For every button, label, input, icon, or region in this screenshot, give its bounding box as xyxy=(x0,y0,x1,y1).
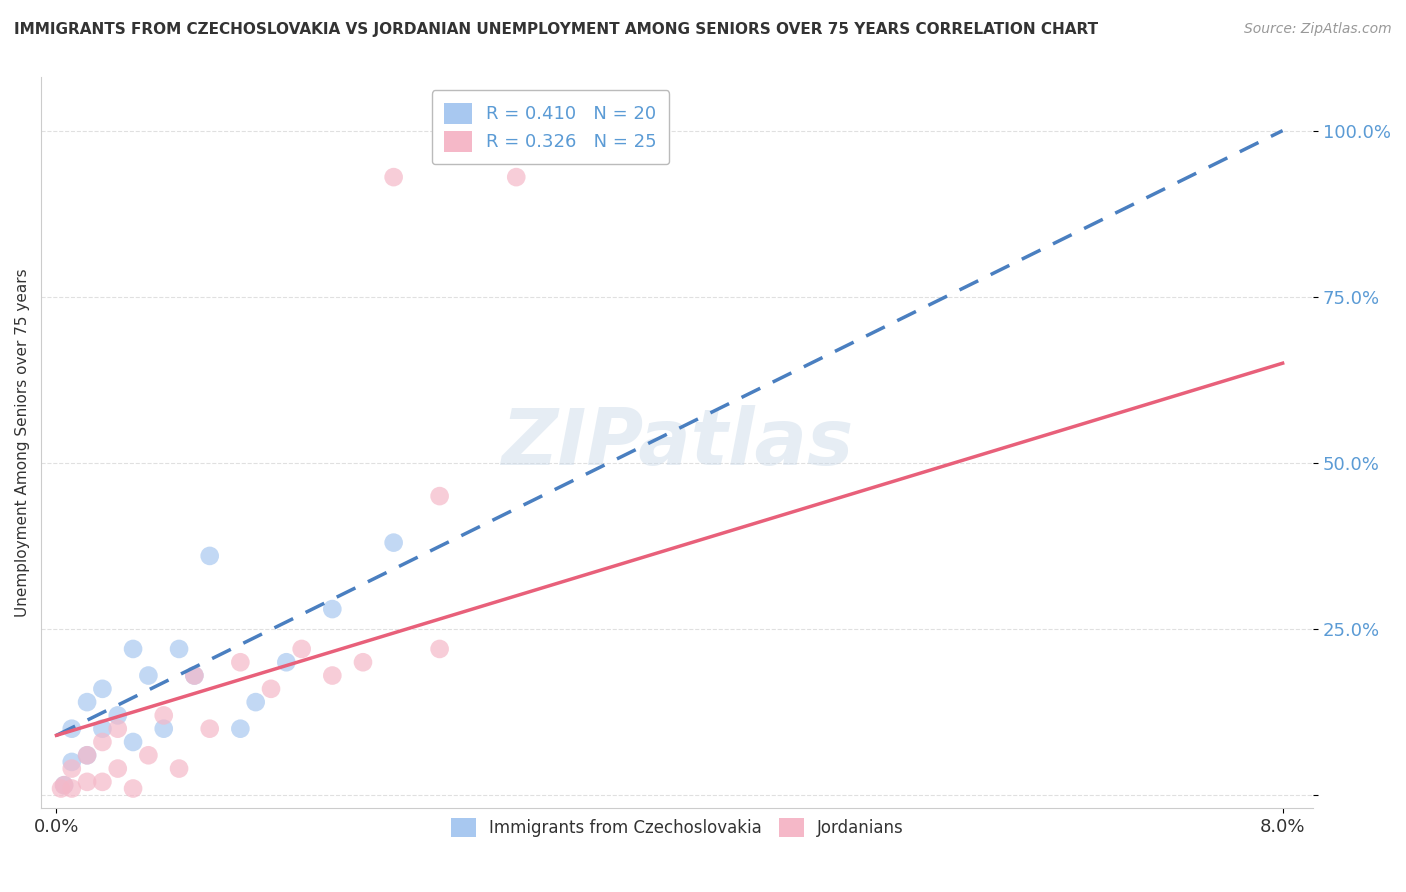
Point xyxy=(429,489,451,503)
Point xyxy=(352,655,374,669)
Point xyxy=(245,695,267,709)
Text: Source: ZipAtlas.com: Source: ZipAtlas.com xyxy=(1244,22,1392,37)
Point xyxy=(91,681,114,696)
Point xyxy=(321,602,343,616)
Point xyxy=(107,762,129,776)
Point xyxy=(198,549,221,563)
Point xyxy=(229,722,252,736)
Point xyxy=(382,170,405,185)
Y-axis label: Unemployment Among Seniors over 75 years: Unemployment Among Seniors over 75 years xyxy=(15,268,30,617)
Point xyxy=(276,655,298,669)
Point xyxy=(152,708,174,723)
Point xyxy=(76,775,98,789)
Point xyxy=(167,642,190,657)
Point xyxy=(107,708,129,723)
Point xyxy=(76,748,98,763)
Legend: Immigrants from Czechoslovakia, Jordanians: Immigrants from Czechoslovakia, Jordania… xyxy=(444,812,910,844)
Point xyxy=(198,722,221,736)
Point xyxy=(321,668,343,682)
Point xyxy=(49,781,72,796)
Point xyxy=(53,778,76,792)
Point xyxy=(183,668,205,682)
Text: ZIPatlas: ZIPatlas xyxy=(501,405,853,481)
Point xyxy=(138,748,160,763)
Point xyxy=(152,722,174,736)
Point xyxy=(122,781,145,796)
Point xyxy=(76,695,98,709)
Text: IMMIGRANTS FROM CZECHOSLOVAKIA VS JORDANIAN UNEMPLOYMENT AMONG SENIORS OVER 75 Y: IMMIGRANTS FROM CZECHOSLOVAKIA VS JORDAN… xyxy=(14,22,1098,37)
Point xyxy=(183,668,205,682)
Point xyxy=(382,535,405,549)
Point xyxy=(60,722,83,736)
Point xyxy=(107,722,129,736)
Point xyxy=(260,681,283,696)
Point xyxy=(291,642,314,657)
Point xyxy=(91,775,114,789)
Point xyxy=(229,655,252,669)
Point xyxy=(429,642,451,657)
Point xyxy=(60,762,83,776)
Point xyxy=(60,755,83,769)
Point xyxy=(60,781,83,796)
Point xyxy=(122,735,145,749)
Point xyxy=(505,170,527,185)
Point xyxy=(76,748,98,763)
Point xyxy=(91,722,114,736)
Point xyxy=(167,762,190,776)
Point xyxy=(122,642,145,657)
Point xyxy=(91,735,114,749)
Point xyxy=(138,668,160,682)
Point xyxy=(53,778,76,792)
